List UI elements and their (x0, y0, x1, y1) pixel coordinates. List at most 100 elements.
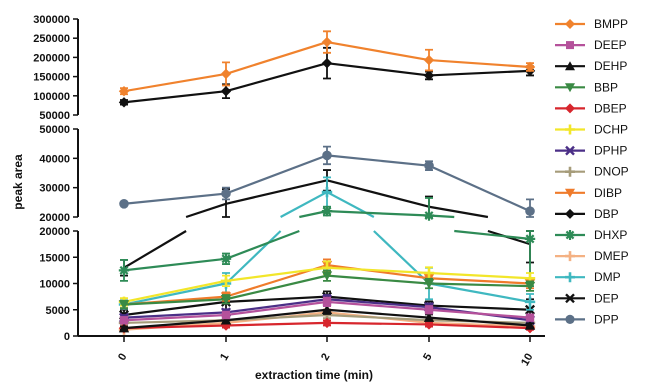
legend-item-dmep: DMEP (555, 249, 629, 263)
legend-label: DEP (594, 291, 619, 305)
series-deep (119, 296, 535, 325)
series-segment (326, 274, 430, 285)
series-segment (123, 230, 187, 269)
y-tick-label: 50000 (39, 124, 70, 136)
y-tick-label: 20000 (39, 212, 70, 224)
x-tick-label: 2 (319, 352, 332, 363)
legend-label: DHXP (594, 228, 627, 242)
series-dchp (118, 260, 536, 308)
data-point (220, 275, 232, 287)
series-segment (428, 282, 531, 303)
series-segment (123, 72, 227, 93)
data-point (565, 188, 575, 198)
series-segment (428, 271, 531, 280)
series-segment (428, 164, 531, 213)
series-segment (225, 308, 328, 322)
y-tick-label: 40000 (39, 153, 70, 165)
series-extra-line (120, 169, 534, 277)
y-tick-label: 15000 (39, 252, 70, 264)
series-segment (326, 62, 430, 77)
series-segment (326, 295, 430, 307)
data-point (565, 293, 575, 304)
data-point (423, 267, 435, 279)
series-segment (326, 313, 430, 322)
data-point (565, 19, 575, 29)
data-point-core (121, 268, 127, 273)
legend-item-dbep: DBEP (555, 101, 627, 115)
series-segment (123, 313, 227, 322)
series-segment (326, 321, 430, 326)
x-tick-label: 5 (421, 352, 434, 363)
data-point-core (426, 213, 432, 218)
series-segment (225, 230, 282, 285)
data-point (322, 297, 332, 307)
y-tick-label: 100000 (33, 91, 70, 103)
data-point (424, 160, 434, 171)
series-segment (225, 229, 300, 260)
series-segment (428, 277, 531, 285)
data-point (220, 85, 232, 97)
series-segment (326, 300, 430, 311)
data-point (321, 57, 333, 69)
legend: BMPP DEEP DEHP BBP DBEP DCHP DPHP DNOP DIBP DBP DH… (555, 17, 629, 326)
data-point (423, 210, 435, 221)
data-point (321, 36, 333, 48)
legend-item-bmpp: BMPP (555, 17, 628, 31)
data-point (565, 272, 575, 283)
series-segment (123, 311, 227, 319)
data-point-core (567, 232, 573, 238)
series-bbp (118, 269, 536, 310)
data-point (524, 233, 536, 245)
legend-item-dbp: DBP (555, 207, 619, 221)
data-point (221, 310, 231, 320)
legend-item-dmp: DMP (555, 270, 621, 284)
legend-item-dchp: DCHP (555, 123, 628, 137)
data-point (321, 186, 333, 198)
y-tick-label: 0 (64, 331, 70, 343)
data-point (565, 314, 575, 324)
series-dbp (118, 46, 536, 108)
legend-item-dnop: DNOP (555, 165, 629, 179)
series-segment (225, 154, 328, 195)
data-point (565, 230, 575, 240)
series-segment (428, 69, 531, 77)
data-point (525, 313, 535, 322)
series-segment (123, 298, 227, 306)
data-point (119, 199, 129, 209)
x-tick-label: 10 (519, 352, 536, 369)
legend-label: DIBP (594, 186, 622, 200)
series-segment (326, 298, 430, 309)
series-segment (123, 90, 227, 104)
series-segment (428, 282, 531, 288)
y-tick-label: 10000 (39, 279, 70, 291)
series-segment (225, 40, 328, 75)
series-lines (118, 30, 536, 335)
series-segment (225, 62, 328, 93)
series-segment (326, 308, 430, 319)
y-tick-label: 5000 (46, 305, 70, 317)
data-point (118, 322, 130, 333)
data-point (220, 253, 232, 265)
series-segment (123, 282, 227, 306)
data-point (321, 271, 333, 281)
series-segment (428, 58, 531, 69)
legend-label: DPP (594, 312, 619, 326)
series-segment (185, 202, 227, 219)
y-tick-label: 150000 (33, 72, 70, 84)
y-axis-title: peak area (11, 154, 25, 210)
legend-label: DMP (594, 270, 621, 284)
data-point (423, 54, 435, 66)
data-point (321, 205, 333, 217)
y-tick-label: 50000 (39, 110, 70, 122)
y-tick-label: 250000 (33, 33, 70, 45)
data-point-core (223, 256, 229, 262)
legend-label: DPHP (594, 144, 627, 158)
series-segment (123, 257, 227, 272)
data-point (524, 281, 536, 292)
legend-label: DEEP (594, 38, 627, 52)
legend-label: DCHP (594, 123, 628, 137)
series-dehp (118, 304, 536, 333)
series-segment (428, 323, 531, 330)
data-point (423, 319, 435, 330)
